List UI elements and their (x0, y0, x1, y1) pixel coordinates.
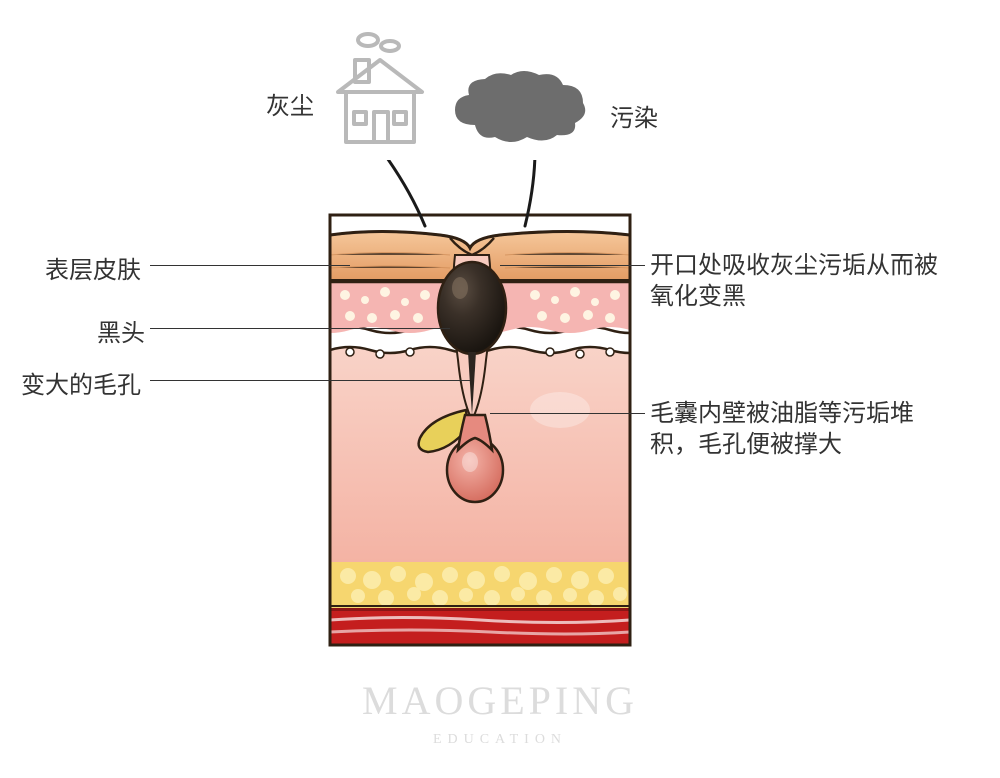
watermark-sub: EDUCATION (362, 732, 638, 748)
leader-line (500, 265, 645, 266)
enlarged-pore-label: 变大的毛孔 (21, 365, 141, 400)
cloud-icon (445, 65, 595, 155)
blackhead-label: 黑头 (97, 313, 145, 348)
watermark-main: MAOGEPING (362, 677, 638, 724)
dust-label: 灰尘 (266, 86, 314, 121)
leader-line (150, 265, 350, 266)
watermark: MAOGEPING EDUCATION (362, 677, 638, 748)
oxidation-label: 开口处吸收灰尘污垢从而被氧化变黑 (650, 250, 960, 312)
pollution-label: 污染 (610, 98, 658, 133)
leader-line (490, 413, 645, 414)
follicle-label: 毛囊内壁被油脂等污垢堆积，毛孔便被撑大 (650, 398, 960, 460)
leader-line (150, 328, 450, 329)
leader-line (150, 380, 470, 381)
surface-skin-label: 表层皮肤 (45, 250, 141, 285)
skin-diagram (310, 160, 650, 660)
house-icon (330, 30, 430, 150)
